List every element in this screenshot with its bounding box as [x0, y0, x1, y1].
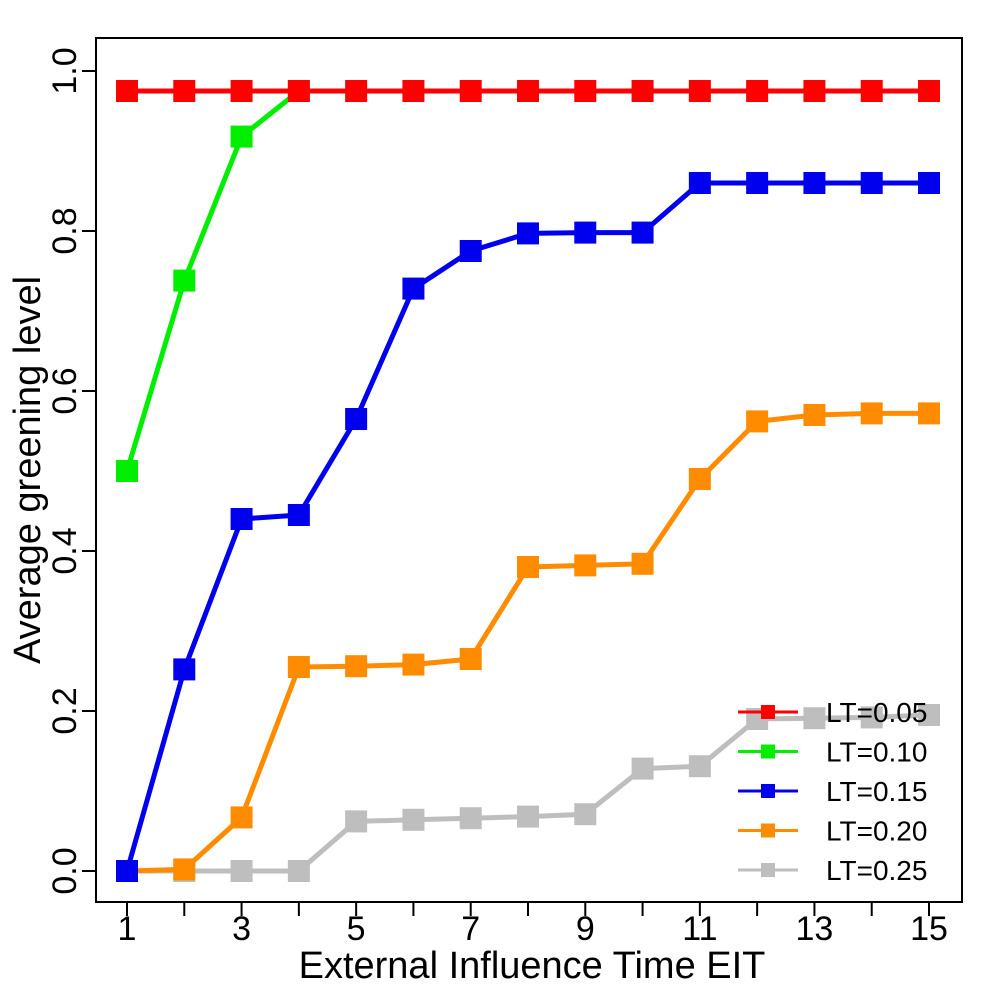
legend-marker — [761, 705, 775, 719]
data-point — [459, 80, 482, 102]
data-point — [173, 269, 196, 292]
data-point — [688, 468, 711, 490]
data-point — [287, 80, 310, 102]
x-tick-label: 15 — [910, 910, 948, 948]
y-tick-label: 0.2 — [46, 687, 84, 734]
data-point — [918, 80, 940, 102]
data-point — [402, 80, 425, 102]
data-point — [574, 803, 597, 826]
data-point — [173, 858, 196, 881]
data-point — [860, 80, 883, 102]
data-point — [230, 508, 253, 530]
data-point — [860, 706, 883, 729]
data-point — [287, 860, 310, 882]
x-tick-label: 11 — [682, 910, 717, 948]
x-tick-label: 7 — [461, 910, 480, 948]
legend-marker — [761, 784, 775, 798]
y-tick-label: 0.8 — [46, 207, 84, 254]
data-point — [402, 653, 425, 676]
data-point — [517, 80, 539, 102]
data-point — [459, 648, 482, 670]
data-point — [746, 410, 769, 433]
series-line-LT=0.10 — [124, 89, 301, 472]
data-point — [746, 80, 769, 102]
legend-label: LT=0.10 — [826, 737, 927, 768]
x-axis-title: External Influence Time EIT — [299, 945, 766, 987]
data-point — [918, 172, 940, 194]
data-point — [230, 125, 253, 148]
data-point — [230, 806, 253, 829]
x-tick-label: 1 — [118, 910, 137, 948]
data-point — [345, 408, 368, 430]
data-point — [631, 552, 654, 575]
data-point — [402, 808, 425, 831]
series-line-LT=0.25 — [127, 712, 930, 874]
data-point — [173, 658, 196, 681]
legend-marker — [761, 823, 775, 838]
data-point — [173, 80, 196, 102]
data-point — [574, 80, 597, 102]
data-point — [345, 810, 368, 833]
data-point — [574, 221, 597, 244]
x-axis: 1 3 5 7 9 11 13 15 — [118, 902, 948, 948]
data-point — [517, 222, 539, 245]
series-line-LT=0.20 — [126, 410, 929, 874]
data-point — [860, 172, 883, 194]
data-point — [803, 404, 826, 426]
legend: LT=0.05 LT=0.10 LT=0.15 LT=0.20 LT=0.25 — [738, 697, 927, 886]
legend-label: LT=0.15 — [826, 776, 927, 807]
data-point — [287, 504, 310, 526]
data-point — [459, 807, 482, 830]
x-tick-label: 3 — [232, 910, 251, 948]
y-tick-label: 0.4 — [46, 527, 84, 574]
legend-marker — [761, 744, 775, 759]
data-point — [402, 277, 425, 300]
data-point — [574, 554, 597, 577]
data-point — [459, 240, 482, 262]
x-tick-label: 9 — [576, 910, 595, 948]
data-point — [918, 402, 940, 425]
data-point — [803, 172, 826, 194]
data-point — [116, 80, 138, 102]
data-point — [631, 757, 654, 780]
legend-label: LT=0.05 — [826, 697, 927, 728]
data-point — [345, 80, 368, 102]
y-tick-label: 1.0 — [46, 47, 84, 94]
data-point — [746, 172, 769, 194]
y-axis: 0.0 0.2 0.4 0.6 0.8 1.0 — [46, 47, 96, 895]
data-point — [116, 460, 138, 482]
legend-label: LT=0.20 — [826, 816, 927, 847]
series-layer — [116, 80, 940, 882]
data-point — [688, 172, 711, 194]
legend-label: LT=0.25 — [826, 855, 927, 886]
data-point — [517, 556, 539, 578]
legend-marker — [761, 863, 775, 877]
data-point — [517, 805, 539, 828]
y-tick-label: 0.0 — [46, 847, 84, 894]
x-tick-label: 5 — [347, 910, 366, 948]
data-point — [803, 707, 826, 730]
y-tick-label: 0.6 — [46, 367, 84, 414]
data-point — [860, 402, 883, 425]
x-tick-label: 13 — [796, 910, 834, 948]
data-point — [688, 755, 711, 778]
data-point — [918, 704, 940, 726]
data-point — [688, 80, 711, 102]
plot-frame — [95, 37, 963, 903]
data-point — [803, 80, 826, 102]
data-point — [345, 655, 368, 678]
data-point — [230, 860, 253, 882]
data-point — [631, 80, 654, 102]
data-point — [116, 860, 138, 882]
y-axis-title: Average greening level — [7, 276, 49, 664]
data-point — [287, 656, 310, 678]
data-point — [631, 221, 654, 244]
data-point — [230, 80, 253, 102]
